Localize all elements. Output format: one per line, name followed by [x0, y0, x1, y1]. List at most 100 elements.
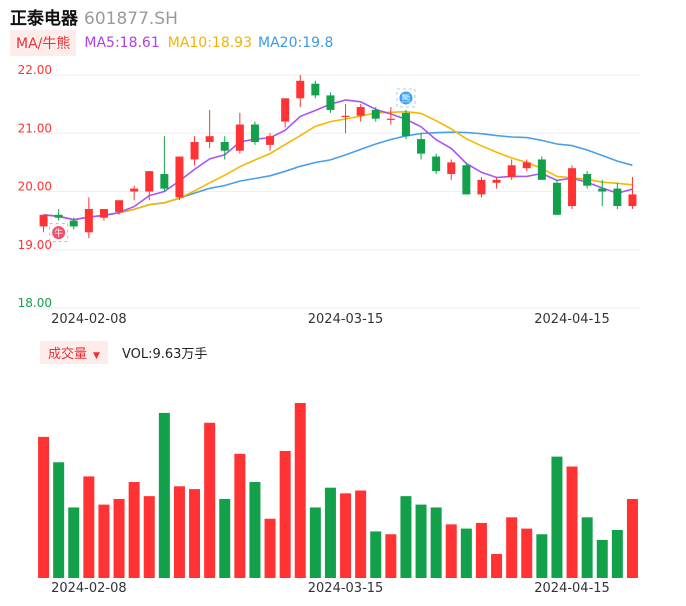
marker-label: 牛	[54, 227, 63, 239]
price-x-tick-label: 2024-03-15	[308, 312, 384, 327]
caret-down-icon: ▼	[93, 350, 100, 361]
ma5-line	[43, 99, 633, 221]
volume-bar	[385, 534, 397, 578]
price-tick-label: 22.00	[18, 63, 52, 77]
ma10-label: MA10:18.93	[167, 35, 253, 51]
stock-code: 601877.SH	[84, 9, 178, 29]
volume-bar	[98, 504, 110, 578]
ma-indicator-button[interactable]: MA/牛熊	[10, 30, 77, 56]
volume-bar	[626, 498, 638, 578]
volume-bar	[249, 482, 261, 578]
volume-bar	[581, 517, 593, 578]
volume-bar	[415, 504, 427, 578]
volume-bar	[189, 489, 201, 578]
volume-bar	[204, 422, 216, 578]
volume-bar	[355, 490, 367, 578]
candle-body	[326, 95, 335, 110]
volume-bar	[551, 456, 563, 578]
volume-bar	[234, 453, 246, 578]
volume-x-tick-label: 2024-04-15	[534, 581, 610, 596]
candle-body	[507, 165, 516, 177]
candle-body	[522, 162, 531, 169]
ma10-line	[43, 110, 633, 221]
candle-body	[160, 174, 169, 189]
candle-body	[84, 208, 93, 233]
price-x-tick-label: 2024-04-15	[534, 312, 610, 327]
candle-body	[39, 214, 48, 227]
volume-bar	[68, 507, 80, 578]
volume-indicator-button[interactable]: 成交量 ▼	[40, 340, 108, 364]
volume-button-label: 成交量	[48, 346, 88, 362]
candle-body	[296, 80, 305, 99]
volume-bar	[506, 517, 518, 578]
volume-bar	[173, 486, 185, 578]
marker-dot	[399, 91, 413, 105]
candle-body	[220, 141, 229, 151]
candle-body	[432, 156, 441, 172]
candle-body	[492, 179, 501, 183]
volume-bar	[219, 498, 231, 578]
candle-body	[462, 165, 471, 195]
candle-body	[477, 179, 486, 195]
volume-bar	[370, 531, 382, 578]
volume-bar	[430, 507, 442, 578]
volume-bar	[460, 528, 472, 578]
volume-bar	[264, 518, 276, 578]
candle-body	[130, 188, 139, 192]
volume-bar	[521, 528, 533, 578]
candle-body	[145, 171, 154, 192]
marker-frame	[396, 88, 416, 108]
volume-bar	[445, 524, 457, 578]
volume-bar	[158, 412, 170, 578]
candle-body	[235, 124, 244, 151]
volume-bar	[324, 487, 336, 578]
volume-x-tick-label: 2024-02-08	[51, 581, 127, 596]
volume-bar	[340, 493, 352, 578]
bear-marker-icon: 熊	[396, 88, 416, 108]
candle-body	[250, 124, 259, 142]
candle-body	[266, 136, 275, 145]
candle-body	[356, 107, 365, 116]
volume-bar	[113, 498, 125, 578]
volume-bar	[279, 450, 291, 578]
volume-value-label: VOL:9.63万手	[121, 346, 208, 362]
bull-marker-icon: 牛	[49, 223, 69, 243]
candle-body	[54, 214, 63, 218]
volume-bar	[143, 496, 155, 578]
ma20-label: MA20:19.8	[258, 35, 334, 51]
volume-bar	[475, 522, 487, 578]
volume-bar	[128, 482, 140, 578]
price-x-tick-label: 2024-02-08	[51, 312, 127, 327]
candle-body	[401, 112, 410, 137]
candle-body	[568, 168, 577, 207]
candle-body	[190, 141, 199, 160]
candle-body	[281, 98, 290, 122]
ma-legend: MA/牛熊 MA5:18.61 MA10:18.93 MA20:19.8	[10, 30, 333, 56]
volume-bar	[611, 530, 623, 578]
marker-frame	[49, 223, 69, 243]
volume-bar	[491, 554, 503, 578]
volume-bar	[400, 496, 412, 578]
candle-body	[552, 182, 561, 215]
candle-body	[175, 156, 184, 198]
candle-body	[583, 174, 592, 186]
candle-body	[311, 83, 320, 96]
volume-x-tick-label: 2024-03-15	[308, 581, 384, 596]
volume-bar	[38, 436, 50, 578]
marker-dot	[52, 226, 66, 240]
marker-label: 熊	[401, 92, 410, 104]
volume-bar	[294, 403, 306, 578]
candle-body	[447, 162, 456, 175]
price-tick-label: 21.00	[18, 121, 52, 135]
volume-bar	[536, 534, 548, 578]
price-tick-label: 19.00	[18, 238, 52, 252]
stock-header: 正泰电器 601877.SH	[10, 4, 178, 29]
candle-body	[115, 200, 124, 212]
volume-bar	[566, 466, 578, 578]
candle-body	[341, 115, 350, 117]
candle-body	[417, 139, 426, 154]
volume-bar	[53, 462, 65, 578]
candle-body	[537, 159, 546, 180]
candle-body	[386, 118, 395, 120]
